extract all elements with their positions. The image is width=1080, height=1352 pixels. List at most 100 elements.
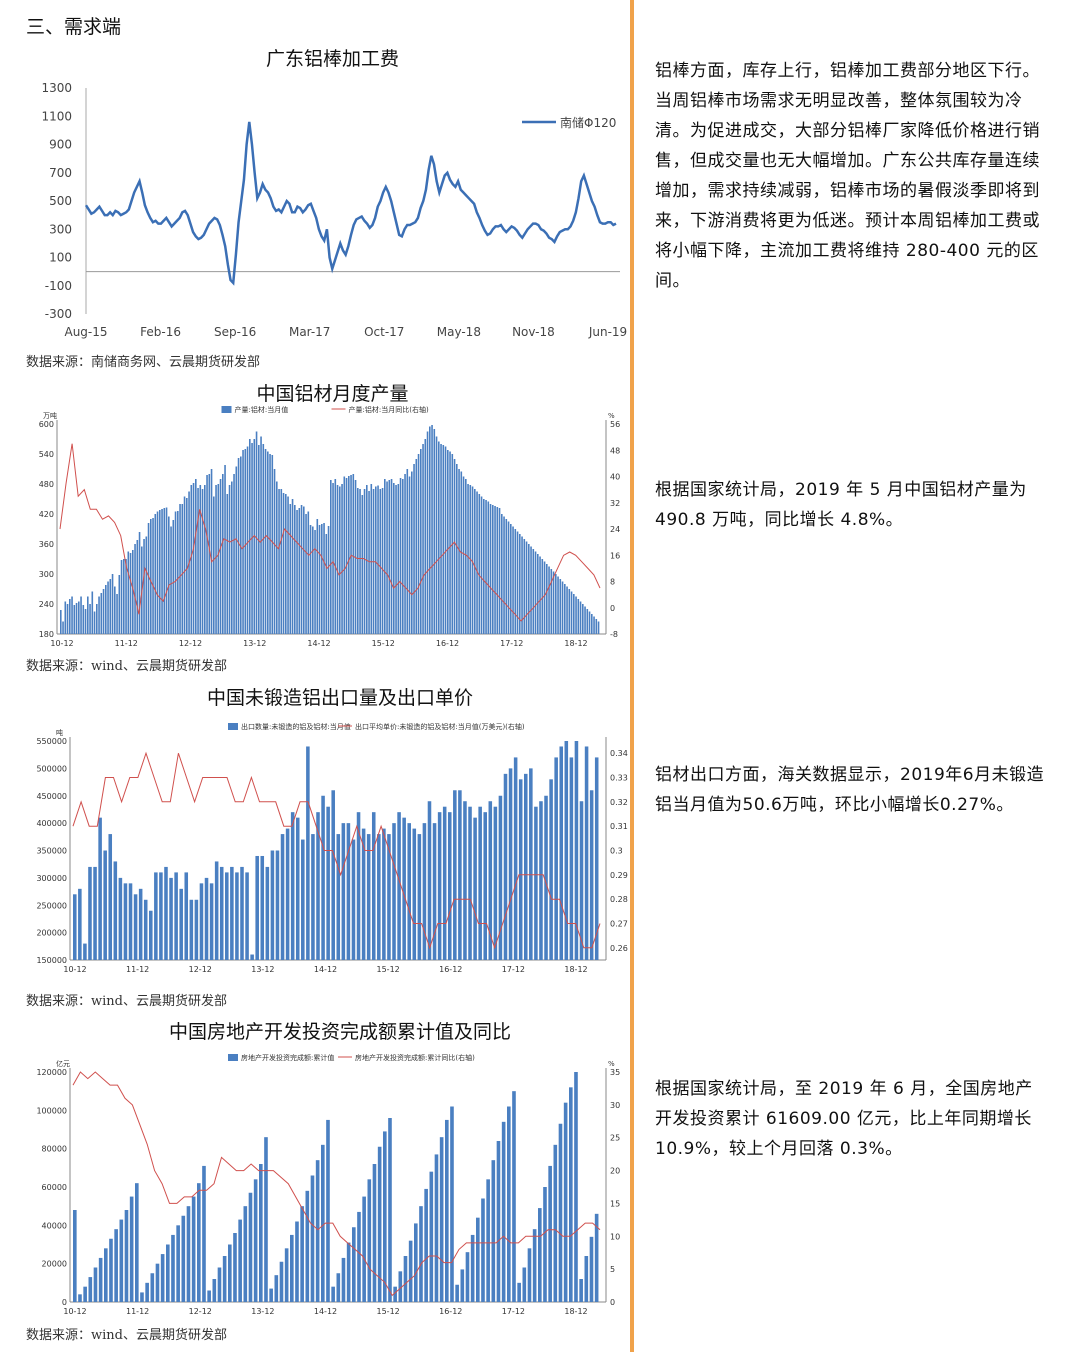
bar-2 xyxy=(136,540,139,634)
bar-4 xyxy=(470,1234,475,1302)
bar-4 xyxy=(512,1091,516,1302)
bar-4 xyxy=(145,1282,149,1302)
series-line-nanchu xyxy=(84,121,617,286)
bar-2 xyxy=(534,551,537,634)
bar-2 xyxy=(465,479,467,634)
bar-4 xyxy=(481,1198,485,1302)
bar-2 xyxy=(116,594,118,634)
bar-3 xyxy=(458,790,462,960)
source-4: 数据来源：wind、云晨期货研发部 xyxy=(26,1328,227,1343)
bar-4 xyxy=(233,1233,237,1302)
bar-2 xyxy=(165,507,168,634)
legend-label-line-3: 出口平均单价:未锻造的铝及铝材:当月值(万美元)(右轴) xyxy=(355,722,525,731)
bar-2 xyxy=(80,596,82,634)
x-tick-label-4: 17-12 xyxy=(502,1307,525,1316)
bar-4 xyxy=(140,1292,144,1302)
bar-2 xyxy=(224,465,226,634)
bar-3 xyxy=(225,872,229,960)
bar-2 xyxy=(339,486,341,634)
bar-3 xyxy=(108,834,113,960)
bar-3 xyxy=(463,801,467,960)
legend-swatch-bar-4 xyxy=(228,1054,238,1061)
bar-2 xyxy=(190,485,193,634)
bar-2 xyxy=(219,479,222,634)
x-tick-label-3: 17-12 xyxy=(502,965,525,974)
bar-2 xyxy=(429,426,431,634)
y-tick-label-left-4: 60000 xyxy=(42,1183,67,1192)
bar-4 xyxy=(558,1123,563,1302)
bar-2 xyxy=(388,480,391,634)
y-tick-label-left-2: 420 xyxy=(39,510,54,519)
y-tick-label-left-3: 400000 xyxy=(36,819,67,828)
x-tick-label-2: 16-12 xyxy=(436,639,459,648)
bar-2 xyxy=(100,593,103,634)
bar-2 xyxy=(285,494,287,634)
bar-4 xyxy=(357,1211,361,1302)
bar-3 xyxy=(179,888,183,960)
y-tick-label-right-3: 0.34 xyxy=(610,749,628,758)
bar-2 xyxy=(181,504,184,634)
bar-2 xyxy=(474,489,476,634)
bar-2 xyxy=(343,476,346,634)
bar-3 xyxy=(285,828,290,960)
bar-2 xyxy=(217,484,220,634)
bar-4 xyxy=(465,1252,470,1302)
bar-3 xyxy=(138,888,143,960)
bar-2 xyxy=(102,589,105,634)
bar-2 xyxy=(483,499,485,634)
bar-2 xyxy=(177,511,179,634)
x-tick-label-4: 16-12 xyxy=(439,1307,462,1316)
bar-2 xyxy=(75,603,78,634)
bar-2 xyxy=(453,459,456,634)
bar-3 xyxy=(103,850,107,960)
bar-4 xyxy=(238,1219,242,1302)
bar-2 xyxy=(269,454,271,634)
y-tick-label-right-2: 40 xyxy=(610,473,620,482)
bar-2 xyxy=(485,500,487,634)
bar-4 xyxy=(367,1179,372,1302)
bar-2 xyxy=(240,456,242,634)
bar-2 xyxy=(588,611,591,634)
bar-3 xyxy=(594,757,599,960)
bar-2 xyxy=(334,479,337,634)
y-tick-label-right-4: 30 xyxy=(610,1101,620,1110)
bar-2 xyxy=(449,451,451,634)
bar-2 xyxy=(62,621,64,634)
description-3: 铝材出口方面，海关数据显示，2019年6月未锻造铝当月值为50.6万吨，环比小幅… xyxy=(655,765,1045,815)
bar-2 xyxy=(415,459,418,634)
bar-2 xyxy=(82,605,85,634)
y-tick-label-right-2: 48 xyxy=(610,446,620,455)
y-tick-label-right-2: 24 xyxy=(610,525,620,534)
y-tick-label-1: 500 xyxy=(49,194,72,208)
bar-4 xyxy=(222,1256,227,1302)
bar-4 xyxy=(269,1288,273,1302)
bar-2 xyxy=(109,579,112,634)
bar-4 xyxy=(290,1234,294,1302)
bar-4 xyxy=(589,1236,594,1302)
bar-2 xyxy=(231,481,233,634)
bar-2 xyxy=(447,450,449,634)
bar-2 xyxy=(431,425,433,634)
x-tick-label-3: 14-12 xyxy=(314,965,337,974)
y-tick-label-right-2: 0 xyxy=(610,604,615,613)
y-tick-label-left-2: 240 xyxy=(39,600,54,609)
bar-2 xyxy=(201,489,204,634)
bar-4 xyxy=(300,1206,304,1302)
y-tick-label-right-3: 0.26 xyxy=(610,944,628,953)
bar-2 xyxy=(370,484,373,634)
x-tick-label-1: Aug-15 xyxy=(64,325,107,339)
bar-3 xyxy=(169,877,173,961)
x-tick-label-3: 11-12 xyxy=(126,965,149,974)
bar-4 xyxy=(553,1144,558,1302)
bar-4 xyxy=(305,1190,310,1302)
bar-3 xyxy=(265,866,270,960)
x-tick-label-4: 15-12 xyxy=(377,1307,400,1316)
bar-2 xyxy=(478,494,481,634)
x-tick-label-2: 15-12 xyxy=(372,639,395,648)
bar-3 xyxy=(351,839,356,960)
y-tick-label-1: 1100 xyxy=(41,109,72,123)
bar-2 xyxy=(89,604,91,634)
bar-2 xyxy=(435,436,438,634)
bar-3 xyxy=(290,812,295,960)
x-tick-label-1: Feb-16 xyxy=(140,325,181,339)
